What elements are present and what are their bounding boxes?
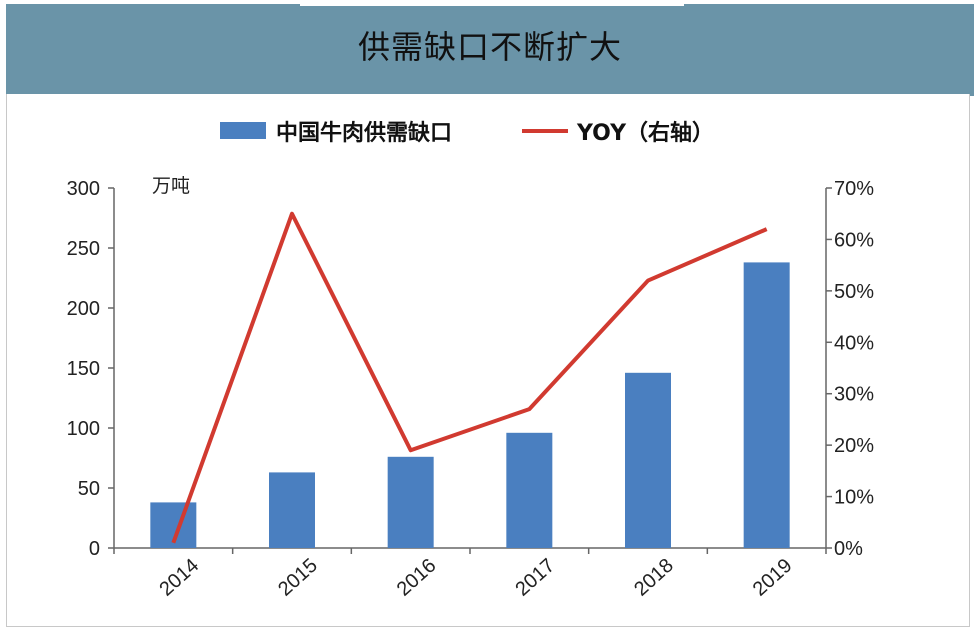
bar (269, 472, 315, 548)
bar-series (150, 262, 790, 548)
x-axis-category-label: 2017 (511, 554, 559, 600)
left-axis-tick-label: 150 (67, 358, 100, 380)
left-axis-tick-label: 300 (67, 178, 100, 200)
legend: 中国牛肉供需缺口 YOY（右轴） (220, 120, 714, 146)
x-axis-category-label: 2014 (155, 554, 203, 600)
bar (506, 432, 553, 548)
left-axis-tick-label: 250 (67, 238, 100, 260)
left-axis-unit-label: 万吨 (152, 175, 190, 197)
bar (387, 456, 434, 548)
bar (625, 372, 671, 548)
yoy-line (171, 211, 768, 544)
page-title: 供需缺口不断扩大 (357, 28, 622, 66)
right-axis-tick-label: 60% (834, 229, 874, 251)
left-axis-tick-label: 50 (78, 478, 100, 500)
x-axis-category-label: 2018 (630, 554, 678, 600)
bar (743, 262, 790, 548)
right-axis-tick-label: 10% (834, 487, 874, 509)
left-axis-tick-label: 100 (67, 418, 100, 440)
x-axis-labels: 2014 2015 2016 2017 2018 2019 (155, 554, 796, 600)
line-series (171, 211, 768, 544)
legend-line-label: YOY（右轴） (576, 120, 714, 146)
title-banner (6, 4, 974, 96)
axes: 0 50 100 150 200 250 300 0% 10% 20% 30% 40% 50% 60% 70… (67, 178, 875, 560)
legend-bar-label: 中国牛肉供需缺口 (276, 120, 452, 146)
right-axis-tick-label: 30% (834, 384, 874, 406)
right-axis-tick-label: 0% (834, 538, 863, 560)
left-axis-tick-label: 200 (67, 298, 100, 320)
right-axis-tick-label: 20% (834, 435, 874, 457)
x-axis-category-label: 2019 (749, 554, 797, 600)
right-axis-tick-label: 40% (834, 332, 874, 354)
right-axis-tick-label: 50% (834, 281, 874, 303)
x-axis-category-label: 2016 (393, 554, 441, 600)
title-top-strip (300, 0, 684, 6)
right-axis-tick-label: 70% (834, 178, 874, 200)
left-axis-tick-label: 0 (89, 538, 100, 560)
legend-bar-swatch (220, 122, 266, 139)
x-axis-category-label: 2015 (274, 554, 322, 600)
